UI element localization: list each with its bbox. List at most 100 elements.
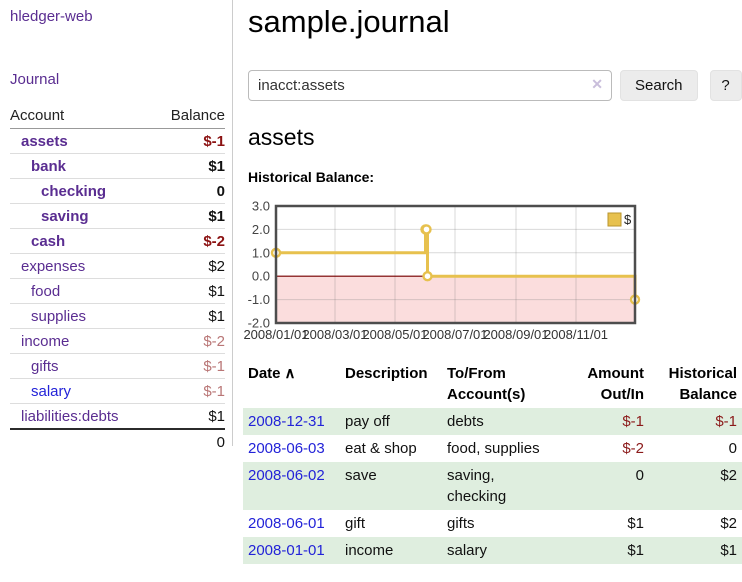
transaction-description: save — [340, 462, 442, 510]
transaction-date-link[interactable]: 2008-06-02 — [248, 467, 325, 484]
search-bar: ✕ Search ? — [248, 70, 742, 101]
transaction-amount: $1 — [551, 537, 644, 564]
x-tick-label: 2008/09/01 — [483, 327, 548, 342]
account-link-saving[interactable]: saving — [41, 207, 89, 225]
account-row: checking 0 — [10, 179, 225, 204]
negative-region — [276, 276, 635, 323]
account-balance: $-2 — [203, 332, 225, 350]
account-balance: $1 — [208, 207, 225, 225]
account-link-supplies[interactable]: supplies — [31, 307, 87, 325]
account-link-expenses[interactable]: expenses — [21, 257, 86, 275]
transaction-description: gift — [345, 515, 366, 532]
sidebar-item-journal[interactable]: Journal — [10, 71, 60, 88]
account-row: food $1 — [10, 279, 225, 304]
accounts-total-row: 0 — [10, 428, 225, 454]
y-tick-label: 3.0 — [252, 200, 270, 214]
transaction-row: 2008-06-01 gift gifts $1 $2 — [243, 510, 742, 537]
column-header-amount: Amount Out/In — [587, 365, 644, 403]
account-balance: $1 — [208, 157, 225, 175]
x-tick-label: 2008/05/01 — [362, 327, 427, 342]
account-link-bank[interactable]: bank — [31, 157, 67, 175]
transaction-description: pay off — [340, 408, 442, 435]
x-tick-label: 2008/01/01 — [243, 327, 308, 342]
transaction-accounts: food, supplies — [447, 440, 540, 457]
transaction-accounts: salary — [442, 537, 551, 564]
data-point-marker — [421, 224, 432, 235]
x-tick-label: 2008/03/01 — [302, 327, 367, 342]
y-tick-label: -2.0 — [248, 316, 270, 331]
chart-title: Historical Balance: — [248, 169, 375, 185]
account-link-food[interactable]: food — [31, 282, 61, 300]
account-balance: $1 — [208, 282, 225, 300]
y-tick-label: -1.0 — [248, 292, 270, 307]
accounts-header-account: Account — [10, 107, 65, 124]
account-row: income $-2 — [10, 329, 225, 354]
account-link-assets[interactable]: assets — [21, 132, 68, 150]
main-content: sample.journal ✕ Search ? assets Histori… — [240, 0, 742, 582]
sort-ascending-icon: ∧ — [284, 365, 296, 382]
y-tick-label: 0.0 — [252, 269, 270, 284]
transaction-accounts: debts — [442, 408, 551, 435]
account-link-cash[interactable]: cash — [31, 232, 66, 250]
historical-balance-chart: $3.0 2.0 1.0 0.0 -1.0 -2.0 2008/01/01 2008/03/0… — [240, 199, 742, 348]
transaction-row: 2008-01-01 income salary $1 $1 — [243, 537, 742, 564]
account-row: liabilities:debts $1 — [10, 404, 225, 428]
transactions-table: Date ∧ Description To/From Account(s) Amo… — [243, 360, 742, 564]
sidebar: hledger-web Journal Account Balance asse… — [0, 0, 233, 451]
search-input-wrap: ✕ — [248, 70, 612, 101]
transaction-accounts: saving, checking — [442, 462, 551, 510]
page-title: sample.journal — [248, 4, 450, 39]
column-header-description: Description — [345, 365, 428, 382]
transaction-description: eat & shop — [345, 440, 417, 457]
column-header-date[interactable]: Date ∧ — [248, 365, 296, 382]
transaction-historical-balance: $1 — [644, 537, 742, 564]
y-tick-label: 1.0 — [252, 245, 270, 260]
search-button[interactable]: Search — [620, 70, 698, 101]
account-balance: 0 — [216, 182, 225, 200]
account-balance: $-1 — [203, 382, 225, 400]
clear-search-icon[interactable]: ✕ — [591, 76, 603, 92]
app-brand-link[interactable]: hledger-web — [10, 8, 93, 25]
account-balance: $2 — [208, 257, 225, 275]
transaction-historical-balance: $-1 — [644, 408, 742, 435]
transaction-date-link[interactable]: 2008-06-01 — [248, 515, 325, 532]
x-tick-label: 2008/11/01 — [544, 327, 608, 342]
transaction-description: income — [340, 537, 442, 564]
transaction-date-link[interactable]: 2008-06-03 — [248, 440, 325, 457]
legend-swatch — [607, 212, 622, 227]
transaction-amount: $-1 — [551, 408, 644, 435]
account-link-salary[interactable]: salary — [31, 382, 72, 400]
transaction-historical-balance: 0 — [728, 440, 737, 457]
transaction-date-link[interactable]: 2008-01-01 — [248, 542, 325, 559]
account-link-gifts[interactable]: gifts — [31, 357, 59, 375]
account-row: expenses $2 — [10, 254, 225, 279]
column-header-tofrom: To/From Account(s) — [447, 365, 526, 403]
account-row: cash $-2 — [10, 229, 225, 254]
accounts-table: Account Balance assets $-1 bank $1 check… — [10, 107, 225, 454]
account-balance: $-1 — [203, 132, 225, 150]
x-tick-label: 2008/07/01 — [422, 327, 487, 342]
transaction-date-link[interactable]: 2008-12-31 — [248, 413, 325, 430]
account-row: supplies $1 — [10, 304, 225, 329]
account-link-checking[interactable]: checking — [41, 182, 107, 200]
legend-label: $ — [624, 212, 632, 227]
search-input[interactable] — [248, 70, 612, 101]
transaction-row: 2008-06-03 eat & shop food, supplies $-2… — [243, 435, 742, 462]
transaction-row: 2008-12-31 pay off debts $-1 $-1 — [243, 408, 742, 435]
help-button[interactable]: ? — [709, 70, 742, 101]
account-link-income[interactable]: income — [21, 332, 70, 350]
transaction-amount: $-2 — [622, 440, 644, 457]
account-heading: assets — [248, 124, 315, 150]
accounts-header-balance: Balance — [170, 107, 225, 124]
account-balance: $1 — [208, 407, 225, 425]
account-row: assets $-1 — [10, 129, 225, 154]
transaction-historical-balance: $2 — [720, 515, 737, 532]
transaction-amount: 0 — [551, 462, 644, 510]
account-link-liabilities-debts[interactable]: liabilities:debts — [21, 407, 119, 425]
plot-border — [274, 204, 637, 325]
account-balance: $1 — [208, 307, 225, 325]
chart-svg: $3.0 2.0 1.0 0.0 -1.0 -2.02008/01/012008/03/0… — [243, 199, 641, 342]
account-balance: $-1 — [203, 357, 225, 375]
accounts-total-value: 0 — [216, 433, 225, 451]
